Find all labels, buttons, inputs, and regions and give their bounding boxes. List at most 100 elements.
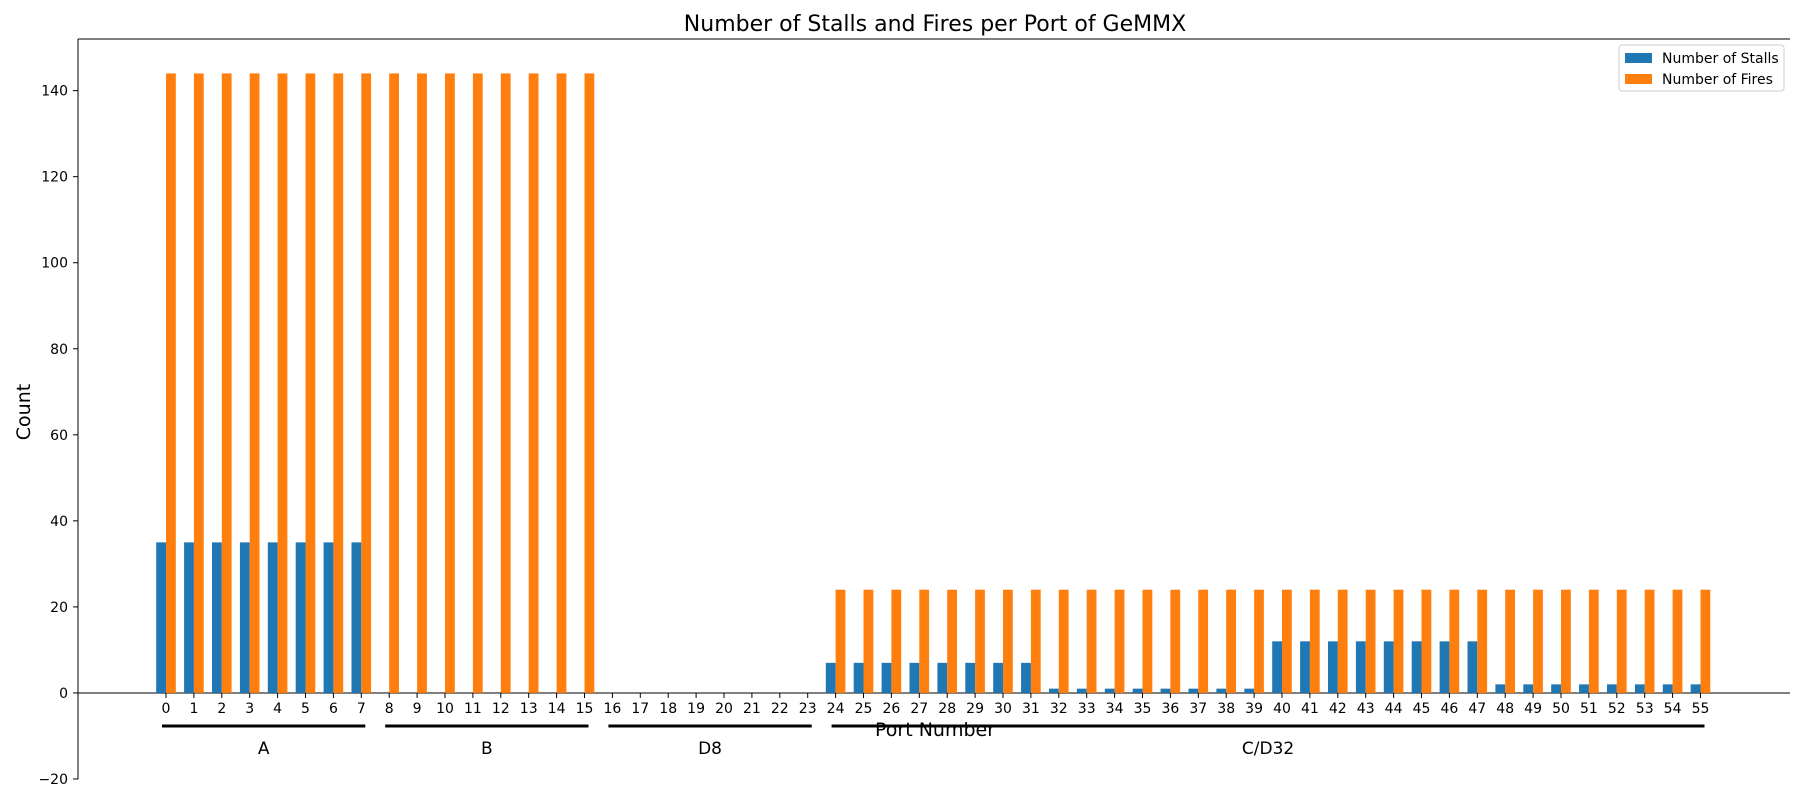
x-tick-label: 9: [413, 701, 422, 717]
x-axis-title: Port Number: [875, 719, 995, 741]
bar-stalls: [1383, 641, 1394, 693]
x-tick-label: 30: [994, 701, 1012, 717]
legend-swatch: [1625, 53, 1652, 63]
x-tick-label: 10: [436, 701, 454, 717]
x-tick-label: 5: [301, 701, 310, 717]
bar-stalls: [239, 542, 250, 693]
bar-fires: [1142, 589, 1153, 693]
bar-stalls: [1634, 684, 1645, 693]
x-tick-label: 47: [1468, 701, 1486, 717]
x-tick-label: 0: [162, 701, 171, 717]
bar-fires: [1226, 589, 1236, 693]
legend-swatch: [1625, 74, 1652, 84]
y-tick-label: −20: [38, 772, 68, 788]
bar-stalls: [1607, 684, 1617, 693]
bar-stalls: [1551, 684, 1561, 693]
bar-fires: [1672, 589, 1683, 693]
x-tick-label: 32: [1050, 701, 1068, 717]
bar-fires: [361, 73, 372, 693]
x-tick-label: 19: [687, 701, 705, 717]
bar-fires: [1505, 589, 1515, 693]
bar-fires: [1114, 589, 1125, 693]
x-tick-label: 8: [385, 701, 394, 717]
x-tick-label: 34: [1106, 701, 1124, 717]
bar-stalls: [853, 662, 864, 693]
x-tick-label: 45: [1413, 701, 1431, 717]
x-tick-label: 26: [882, 701, 900, 717]
bar-fires: [389, 73, 399, 693]
x-tick-label: 35: [1134, 701, 1152, 717]
legend-label: Number of Fires: [1662, 72, 1773, 88]
bar-fires: [1198, 589, 1209, 693]
bar-stalls: [212, 542, 222, 693]
bar-fires: [249, 73, 260, 693]
bar-stalls: [993, 662, 1003, 693]
bar-fires: [1365, 589, 1376, 693]
x-tick-label: 15: [576, 701, 594, 717]
y-tick-label: 40: [50, 514, 68, 530]
x-tick-label: 18: [659, 701, 677, 717]
x-tick-label: 49: [1524, 701, 1542, 717]
y-tick-label: 100: [41, 256, 68, 272]
bar-stalls: [1355, 641, 1366, 693]
bar-fires: [891, 589, 902, 693]
bar-fires: [1588, 589, 1599, 693]
bar-stalls: [965, 662, 976, 693]
x-tick-label: 41: [1301, 701, 1319, 717]
y-tick-label: 80: [50, 342, 68, 358]
x-tick-label: 4: [273, 701, 282, 717]
bar-fires: [221, 73, 232, 693]
bar-fires: [1170, 589, 1181, 693]
x-tick-label: 28: [938, 701, 956, 717]
group-label: C/D32: [1242, 739, 1294, 759]
y-tick-label: 0: [59, 686, 68, 702]
y-tick-label: 60: [50, 428, 68, 444]
bar-stalls: [1244, 688, 1255, 693]
x-tick-label: 16: [603, 701, 621, 717]
bar-fires: [975, 589, 985, 693]
bar-stalls: [1160, 688, 1171, 693]
group-label: A: [258, 739, 270, 759]
bar-stalls: [1104, 688, 1115, 693]
x-tick-label: 27: [910, 701, 928, 717]
y-tick-label: 120: [41, 170, 68, 186]
bar-fires: [1561, 589, 1571, 693]
bar-fires: [1003, 589, 1013, 693]
x-tick-label: 22: [771, 701, 789, 717]
bar-stalls: [1216, 688, 1227, 693]
bar-fires: [445, 73, 455, 693]
bar-stalls: [1132, 688, 1143, 693]
bar-stalls: [909, 662, 920, 693]
bar-fires: [1449, 589, 1460, 693]
group-label: B: [481, 739, 493, 759]
bar-stalls: [1188, 688, 1199, 693]
bar-stalls: [184, 542, 194, 693]
bar-stalls: [267, 542, 278, 693]
bar-fires: [277, 73, 288, 693]
bar-fires: [193, 73, 204, 693]
bar-fires: [1254, 589, 1264, 693]
bar-stalls: [1579, 684, 1589, 693]
bar-fires: [305, 73, 316, 693]
chart-title: Number of Stalls and Fires per Port of G…: [684, 12, 1186, 37]
x-tick-label: 50: [1552, 701, 1570, 717]
bar-stalls: [1495, 684, 1506, 693]
x-tick-label: 36: [1161, 701, 1179, 717]
x-tick-label: 55: [1692, 701, 1710, 717]
x-tick-label: 42: [1329, 701, 1347, 717]
bar-fires: [1282, 589, 1292, 693]
bar-fires: [1421, 589, 1432, 693]
bar-fires: [1700, 589, 1711, 693]
bar-stalls: [1523, 684, 1534, 693]
bar-fires: [166, 73, 176, 693]
bar-fires: [500, 73, 511, 693]
bar-fires: [1393, 589, 1404, 693]
x-tick-label: 39: [1245, 701, 1263, 717]
bar-fires: [1309, 589, 1320, 693]
bar-stalls: [881, 662, 892, 693]
x-tick-label: 2: [217, 701, 226, 717]
x-tick-label: 38: [1217, 701, 1235, 717]
